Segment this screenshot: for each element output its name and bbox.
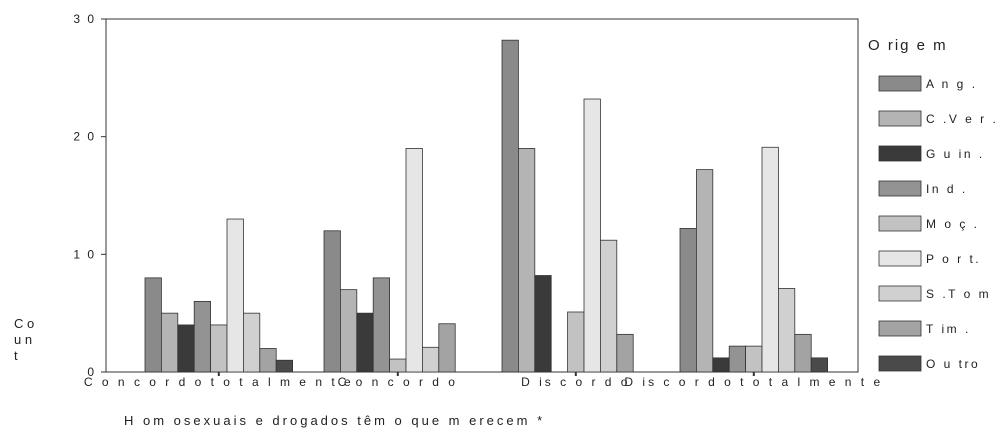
- legend-swatch: [878, 145, 922, 162]
- bar: [712, 357, 730, 373]
- bar: [778, 288, 796, 373]
- bar: [438, 323, 456, 373]
- x-category-label: C o n c o r d o: [338, 375, 458, 389]
- legend-swatch: [878, 75, 922, 92]
- bar: [160, 312, 179, 373]
- legend-swatch: [878, 320, 922, 337]
- bar: [600, 239, 618, 373]
- legend: A n g . C .V e r . G u in . In d . M o ç . P …: [878, 75, 998, 372]
- y-tick-label: 0: [87, 365, 96, 379]
- bar: [259, 348, 277, 373]
- bar: [144, 277, 162, 373]
- plot-frame: [105, 18, 859, 373]
- legend-label: T im .: [926, 322, 971, 336]
- bar: [567, 311, 585, 373]
- bar: [696, 169, 714, 373]
- legend-swatch: [878, 215, 922, 232]
- x-axis-label: H om osexuais e drogados têm o que m ere…: [124, 413, 545, 428]
- bar: [501, 39, 519, 373]
- bar: [389, 358, 407, 373]
- bar: [583, 98, 601, 373]
- y-tick-label: 3 0: [73, 12, 96, 26]
- legend-label: C .V e r .: [926, 112, 998, 126]
- legend-label: M o ç .: [926, 217, 980, 231]
- x-category-label: D is c o r d o t o t a l m e n t e: [624, 375, 883, 389]
- bar: [405, 148, 423, 373]
- x-category-label: D is c o r d o: [521, 375, 630, 389]
- bar: [193, 300, 211, 373]
- legend-swatch: [878, 285, 922, 302]
- bar: [177, 324, 195, 373]
- bar: [226, 218, 244, 373]
- bar: [275, 359, 294, 373]
- legend-swatch: [878, 180, 922, 197]
- legend-swatch: [878, 250, 922, 267]
- legend-label: S .T o m .: [926, 287, 998, 301]
- bar: [745, 345, 763, 373]
- legend-label: In d .: [926, 182, 968, 196]
- svg-text:u n: u n: [14, 332, 32, 347]
- y-axis-label: C o u n t: [14, 316, 34, 363]
- bar: [323, 230, 341, 373]
- bar: [534, 275, 552, 373]
- bar: [242, 312, 261, 373]
- bar: [616, 333, 634, 373]
- bar: [421, 346, 440, 373]
- legend-title: O rig e m: [868, 37, 948, 54]
- legend-label: O u tro: [926, 357, 980, 371]
- x-category-label: C o n c o r d o t o t a l m e n t e: [84, 375, 354, 389]
- y-tick-label: 2 0: [73, 130, 96, 144]
- bars: [144, 39, 829, 373]
- bar: [810, 357, 829, 373]
- y-tick-label: 1 0: [73, 247, 96, 261]
- legend-swatch: [878, 355, 922, 372]
- bar: [728, 345, 747, 373]
- bar: [518, 148, 536, 373]
- svg-text:t: t: [14, 348, 18, 363]
- y-axis-ticks: 0 1 0 2 0 3 0: [73, 12, 106, 379]
- x-axis-category-labels: C o n c o r d o t o t a l m e n t eC o n…: [84, 372, 883, 389]
- svg-text:C o: C o: [14, 316, 34, 331]
- bar: [339, 289, 358, 373]
- bar: [356, 312, 374, 373]
- legend-label: G u in .: [926, 147, 985, 161]
- legend-label: A n g .: [926, 77, 978, 91]
- bar: [794, 333, 812, 373]
- bar: [679, 228, 697, 373]
- legend-swatch: [878, 110, 922, 127]
- bar: [210, 324, 228, 373]
- bar: [372, 277, 391, 373]
- legend-label: P o r t.: [926, 252, 981, 266]
- bar: [761, 146, 779, 373]
